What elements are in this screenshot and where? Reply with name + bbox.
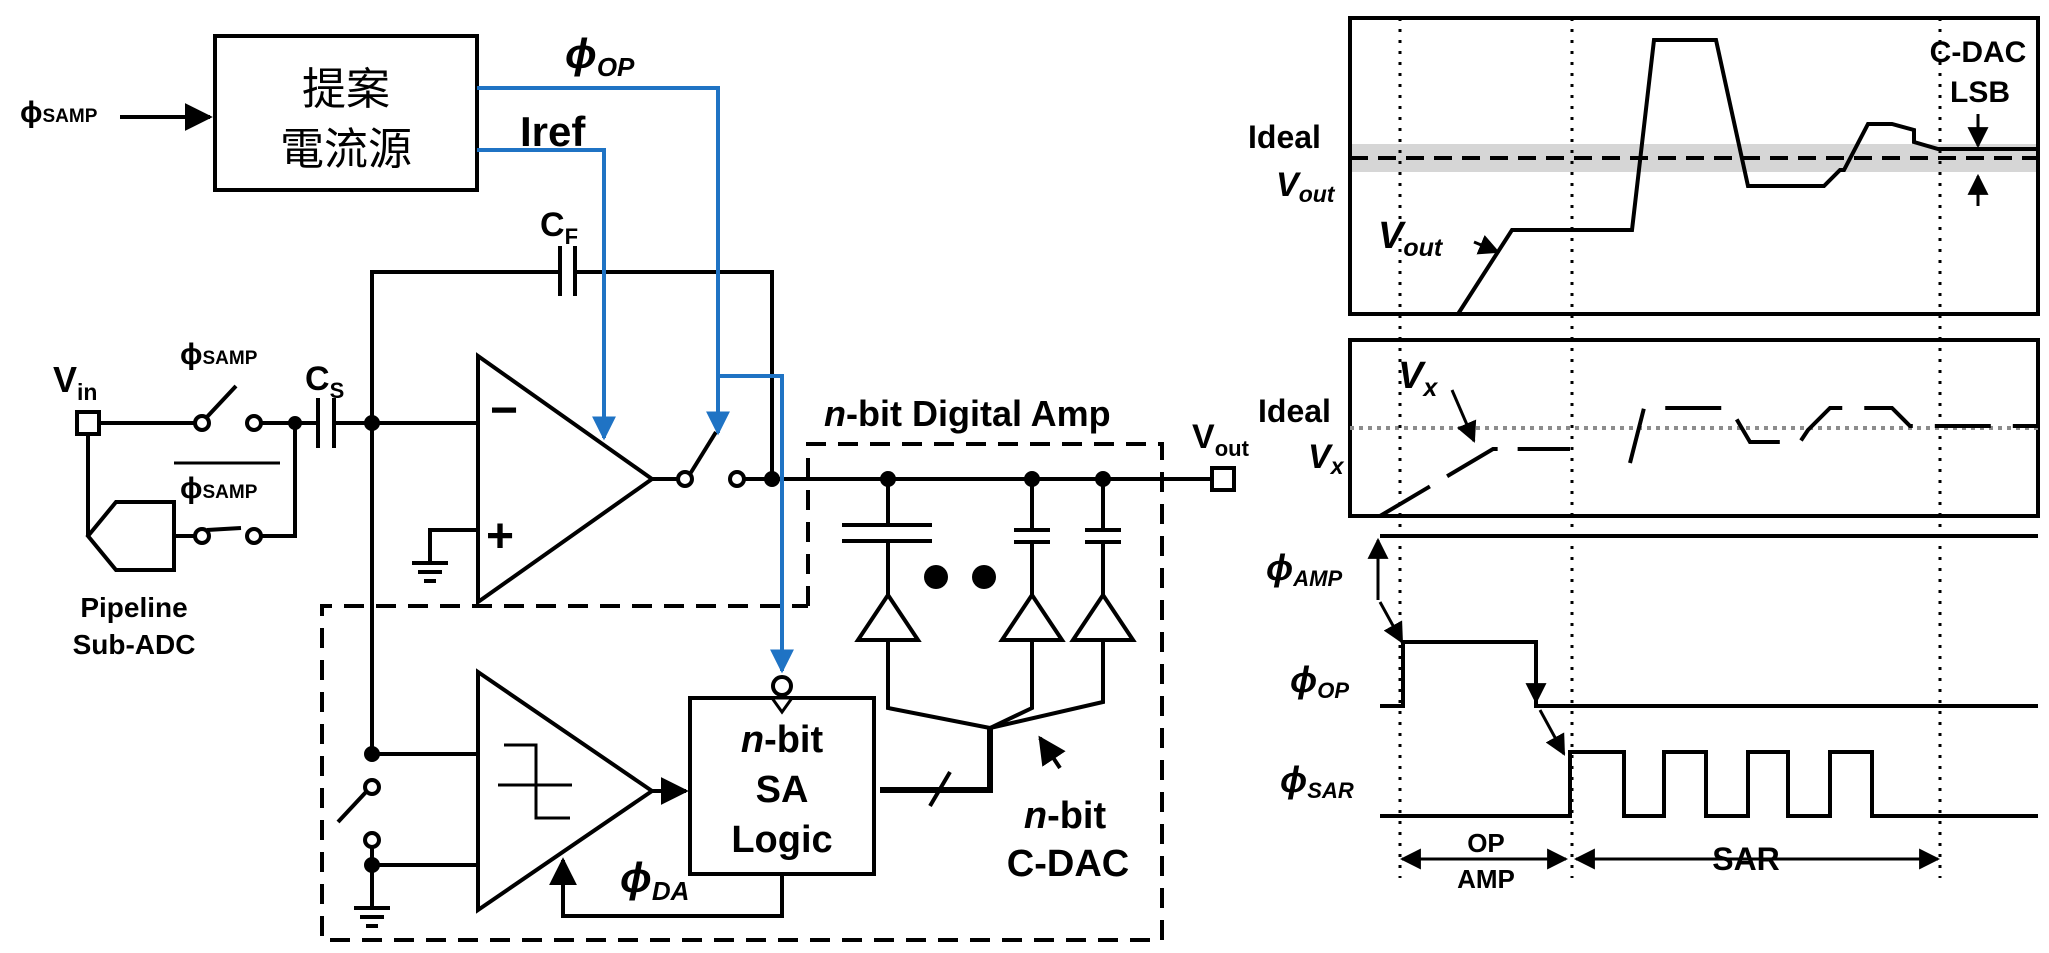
iref-wire: [477, 148, 616, 441]
vin-terminal: [75, 410, 101, 436]
pipeline-label-line2: Sub-ADC: [73, 629, 196, 660]
svg-text:n-bit: n-bit: [1024, 795, 1107, 837]
op-amp-phase-line1: OP: [1467, 828, 1505, 858]
phi-samp-switch-label: ϕ: [180, 338, 203, 371]
svg-text:ϕAMP: ϕAMP: [1266, 547, 1342, 591]
phi-op-timing-label: ϕ: [1290, 659, 1317, 700]
svg-text:Vin: Vin: [53, 359, 97, 405]
phi-op-sa-wire: [718, 374, 794, 674]
vout-label: V: [1192, 418, 1215, 456]
cdac-driver-2: [998, 591, 1066, 642]
sar-phase-label: SAR: [1712, 841, 1780, 877]
digital-amp-label: -bit Digital Amp: [846, 393, 1111, 434]
vx-waveform: [1378, 447, 1570, 518]
current-source-box: [213, 34, 479, 192]
svg-text:n-bit Digital Amp: n-bit Digital Amp: [824, 393, 1111, 434]
svg-text:ϕOP: ϕOP: [565, 30, 635, 82]
cdac-n: n: [1024, 795, 1047, 837]
svg-text:ϕOP: ϕOP: [1290, 659, 1349, 703]
ideal-vx-line1: Ideal: [1258, 393, 1331, 429]
main-opamp: [476, 352, 656, 606]
cf-feedback-wire: [370, 270, 560, 424]
svg-text:CS: CS: [305, 360, 344, 403]
sa-logic-n: n: [741, 719, 764, 761]
phi-samp-input-label: ϕ: [20, 96, 43, 129]
opamp-plus-label: +: [486, 510, 514, 563]
vx-waveform-sar: [1628, 406, 2038, 464]
cdac-driver-3: [1069, 591, 1137, 642]
phi-da-label: ϕ: [620, 854, 652, 901]
cdac-lsb-line1: C-DAC: [1930, 36, 2027, 69]
ideal-vx-label: V: [1308, 438, 1334, 476]
phi-sar-waveform: [1380, 750, 2038, 818]
pipeline-sub-adc-shape: [85, 500, 176, 572]
current-source-line2: 電流源: [280, 124, 412, 175]
op-amp-phase-line2: AMP: [1457, 864, 1515, 894]
digital-amp-dashed-box: [320, 442, 1164, 942]
opamp-output-switch: [688, 430, 718, 476]
svg-text:CF: CF: [540, 206, 578, 249]
svg-text:Vout: Vout: [1192, 418, 1250, 461]
phi-samp-bar-label: ϕ: [180, 472, 203, 505]
phi-samp-switch: [204, 384, 238, 420]
comparator-input-switch: [336, 790, 368, 824]
svg-text:ϕDA: ϕDA: [620, 854, 689, 906]
comparator: [476, 668, 656, 914]
ideal-vout-line1: Ideal: [1248, 119, 1321, 155]
svg-text:Vx: Vx: [1398, 355, 1438, 402]
current-source-line1: 提案: [302, 64, 390, 115]
sa-logic-line3: Logic: [731, 819, 832, 861]
timing-diagram: C-DAC LSB Ideal Vout Vout Vx Ideal Vx ϕA…: [1248, 16, 2040, 894]
circuit-labels: ϕSAMP 提案 電流源 ϕOP Iref CF Vin ϕSAMP CS ϕS…: [20, 30, 1250, 906]
cdac-pointer-arrow: [1038, 735, 1066, 770]
vout-panel: [1348, 16, 2040, 316]
comparator-symbol: [504, 743, 570, 820]
phi-op-label: ϕ: [565, 30, 597, 77]
vout-terminal: [1210, 466, 1236, 492]
svg-text:ϕSAR: ϕSAR: [1280, 759, 1354, 803]
iref-label: Iref: [520, 108, 586, 155]
vout-curve-label: V: [1378, 215, 1406, 257]
svg-text:Vx: Vx: [1308, 438, 1345, 479]
sa-logic-line2: SA: [756, 769, 809, 811]
ideal-vout-label: V: [1276, 166, 1302, 204]
phi-op-control-wire: [477, 86, 730, 436]
cdac-label-line2: C-DAC: [1007, 843, 1129, 885]
vout-waveform: [1456, 38, 2038, 316]
phi-samp-bar-switch: [206, 526, 242, 532]
cdac-bus: [880, 728, 993, 793]
svg-text:ϕSAMP: ϕSAMP: [180, 472, 258, 505]
circuit-schematic: [75, 34, 1236, 942]
svg-text:Vout: Vout: [1378, 215, 1444, 262]
digital-amp-n: n: [824, 393, 846, 434]
cs-label: C: [305, 360, 330, 398]
phi-amp-label: ϕ: [1266, 547, 1293, 588]
svg-text:n-bit: n-bit: [741, 719, 824, 761]
svg-text:ϕSAMP: ϕSAMP: [180, 338, 258, 371]
vx-curve-label: V: [1398, 355, 1426, 397]
phi-op-waveform: [1380, 640, 2038, 708]
cdac-lsb-line2: LSB: [1950, 76, 2010, 109]
phi-da-feedback: [549, 857, 784, 918]
cdac-driver-1: [854, 591, 922, 642]
pipeline-label-line1: Pipeline: [80, 592, 187, 623]
phi-sar-label: ϕ: [1280, 759, 1307, 800]
cf-label: C: [540, 206, 565, 244]
control-wires: [477, 86, 794, 674]
vin-label: V: [53, 359, 77, 400]
svg-text:ϕSAMP: ϕSAMP: [20, 96, 98, 129]
svg-text:Vout: Vout: [1276, 166, 1336, 207]
opamp-minus-label: −: [490, 384, 518, 437]
